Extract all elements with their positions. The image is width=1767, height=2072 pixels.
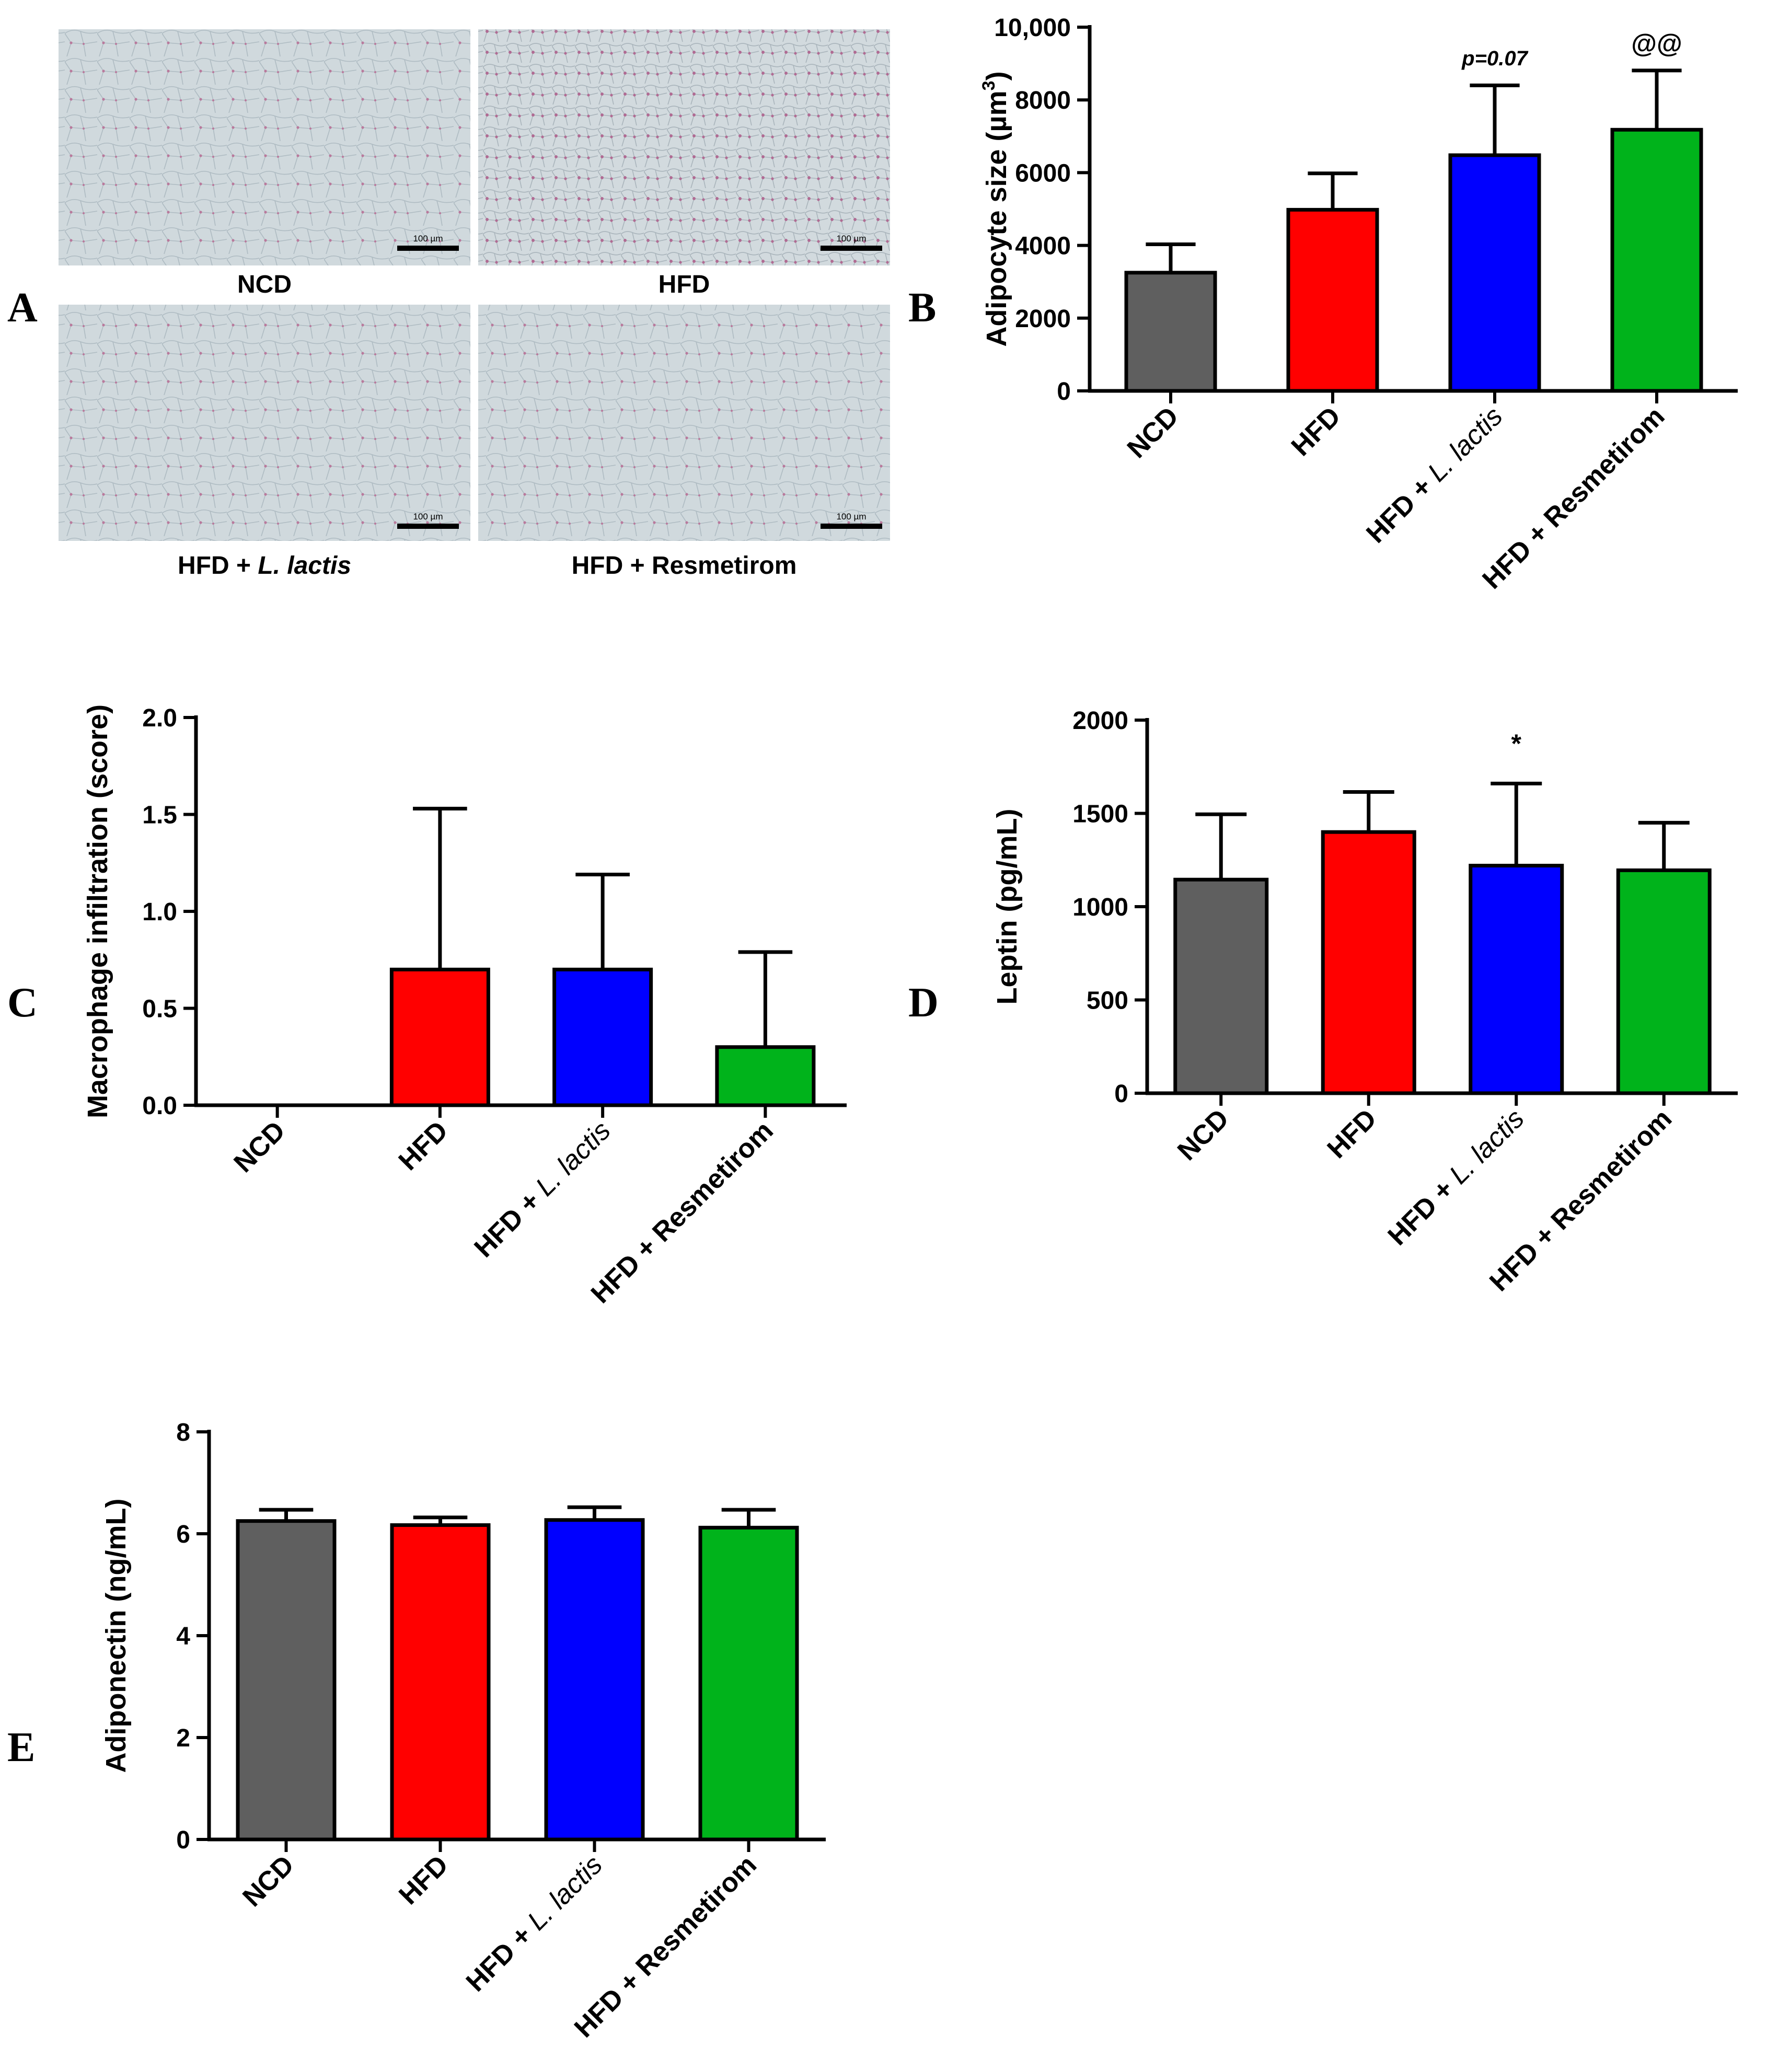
y-tick-label: 6000 bbox=[1015, 159, 1071, 187]
scale-bar bbox=[397, 246, 459, 251]
y-tick-label: 1.5 bbox=[142, 802, 177, 829]
bar bbox=[236, 1519, 337, 1842]
y-tick-label: 8000 bbox=[1015, 87, 1071, 114]
scale-bar-label: 100 µm bbox=[836, 234, 866, 244]
x-tick-label: NCD bbox=[1122, 401, 1185, 464]
micrograph-hfd: 100 µm HFD bbox=[478, 29, 890, 298]
y-axis-title: Adiponectin (ng/mL) bbox=[100, 1499, 132, 1773]
scale-bar bbox=[397, 524, 459, 529]
micrograph-caption: HFD bbox=[659, 271, 710, 298]
micrograph-image bbox=[59, 29, 470, 265]
y-axis-title: Macrophage infiltration (score) bbox=[82, 704, 113, 1118]
bar bbox=[1610, 128, 1703, 393]
panel-label-b: B bbox=[908, 285, 936, 331]
bar bbox=[552, 967, 653, 1107]
bar bbox=[698, 1525, 799, 1842]
y-tick-label: 1000 bbox=[1072, 894, 1128, 921]
bar bbox=[544, 1518, 645, 1842]
y-tick-label: 4 bbox=[176, 1623, 190, 1650]
scale-bar-label: 100 µm bbox=[413, 234, 443, 244]
micrograph-grid: 100 µm NCD 100 µm HFD 100 µm HFD + L. la… bbox=[59, 29, 890, 580]
y-axis-title: Adipocyte size (µm3) bbox=[979, 71, 1012, 346]
micrograph-image bbox=[478, 29, 890, 265]
micrograph-ncd: 100 µm NCD bbox=[59, 29, 470, 298]
bar bbox=[1124, 271, 1217, 393]
y-tick-label: 0.0 bbox=[142, 1092, 177, 1120]
significance-annotation: * bbox=[1511, 729, 1522, 758]
y-tick-label: 0 bbox=[1114, 1080, 1128, 1108]
scale-bar bbox=[821, 246, 882, 251]
micrograph-hfd-resmetirom: 100 µm HFD + Resmetirom bbox=[478, 305, 890, 580]
micrograph-image bbox=[59, 305, 470, 541]
x-tick-label: HFD bbox=[1322, 1103, 1383, 1164]
y-tick-label: 1500 bbox=[1072, 801, 1128, 828]
y-tick-label: 4000 bbox=[1015, 233, 1071, 260]
significance-annotation: @@ bbox=[1631, 29, 1682, 58]
y-tick-label: 0 bbox=[176, 1826, 190, 1854]
panel-label-d: D bbox=[908, 980, 939, 1026]
panel-label-e: E bbox=[7, 1724, 35, 1770]
bar bbox=[1469, 863, 1564, 1095]
y-axis-title: Leptin (pg/mL) bbox=[991, 809, 1023, 1005]
x-tick-label: HFD + L. lactis bbox=[1360, 401, 1508, 549]
x-tick-label: HFD + L. lactis bbox=[468, 1115, 616, 1263]
scale-bar-label: 100 µm bbox=[413, 512, 443, 522]
y-tick-label: 8 bbox=[176, 1419, 190, 1446]
x-tick-label: HFD bbox=[393, 1849, 454, 1911]
bar bbox=[1448, 153, 1541, 393]
y-tick-label: 2.0 bbox=[142, 704, 177, 732]
bar bbox=[715, 1045, 816, 1107]
y-tick-label: 2 bbox=[176, 1724, 190, 1752]
panel-label-c: C bbox=[7, 980, 38, 1026]
x-tick-label: HFD + Resmetirom bbox=[1476, 401, 1670, 595]
bar bbox=[1616, 868, 1712, 1095]
micrograph-caption: NCD bbox=[237, 271, 292, 298]
micrograph-hfd-l-lactis: 100 µm HFD + L. lactis bbox=[59, 305, 470, 580]
bar bbox=[389, 967, 490, 1107]
x-tick-label: NCD bbox=[1172, 1103, 1235, 1166]
bar bbox=[1173, 877, 1269, 1095]
y-tick-label: 6 bbox=[176, 1521, 190, 1548]
x-tick-label: NCD bbox=[237, 1849, 300, 1913]
panel-label-a: A bbox=[7, 285, 38, 331]
x-tick-label: HFD + L. lactis bbox=[1382, 1103, 1530, 1251]
bar bbox=[1321, 830, 1416, 1095]
y-tick-label: 10,000 bbox=[994, 14, 1071, 42]
y-tick-label: 2000 bbox=[1015, 305, 1071, 333]
micrograph-image bbox=[478, 305, 890, 541]
y-tick-label: 0 bbox=[1057, 378, 1071, 406]
x-tick-label: HFD + Resmetirom bbox=[585, 1115, 779, 1309]
x-tick-label: NCD bbox=[228, 1115, 291, 1178]
x-tick-label: HFD bbox=[1286, 401, 1347, 462]
micrograph-caption: HFD + Resmetirom bbox=[572, 552, 797, 580]
bar bbox=[390, 1523, 491, 1842]
x-tick-label: HFD + L. lactis bbox=[460, 1849, 608, 1997]
x-tick-label: HFD bbox=[393, 1115, 454, 1176]
scale-bar bbox=[821, 524, 882, 529]
micrograph-caption: HFD + L. lactis bbox=[178, 552, 351, 580]
significance-annotation: p=0.07 bbox=[1461, 47, 1528, 70]
y-tick-label: 2000 bbox=[1072, 707, 1128, 735]
scale-bar-label: 100 µm bbox=[836, 512, 866, 522]
bar bbox=[1286, 207, 1379, 393]
y-tick-label: 500 bbox=[1087, 987, 1128, 1015]
y-tick-label: 0.5 bbox=[142, 996, 177, 1023]
y-tick-label: 1.0 bbox=[142, 898, 177, 926]
